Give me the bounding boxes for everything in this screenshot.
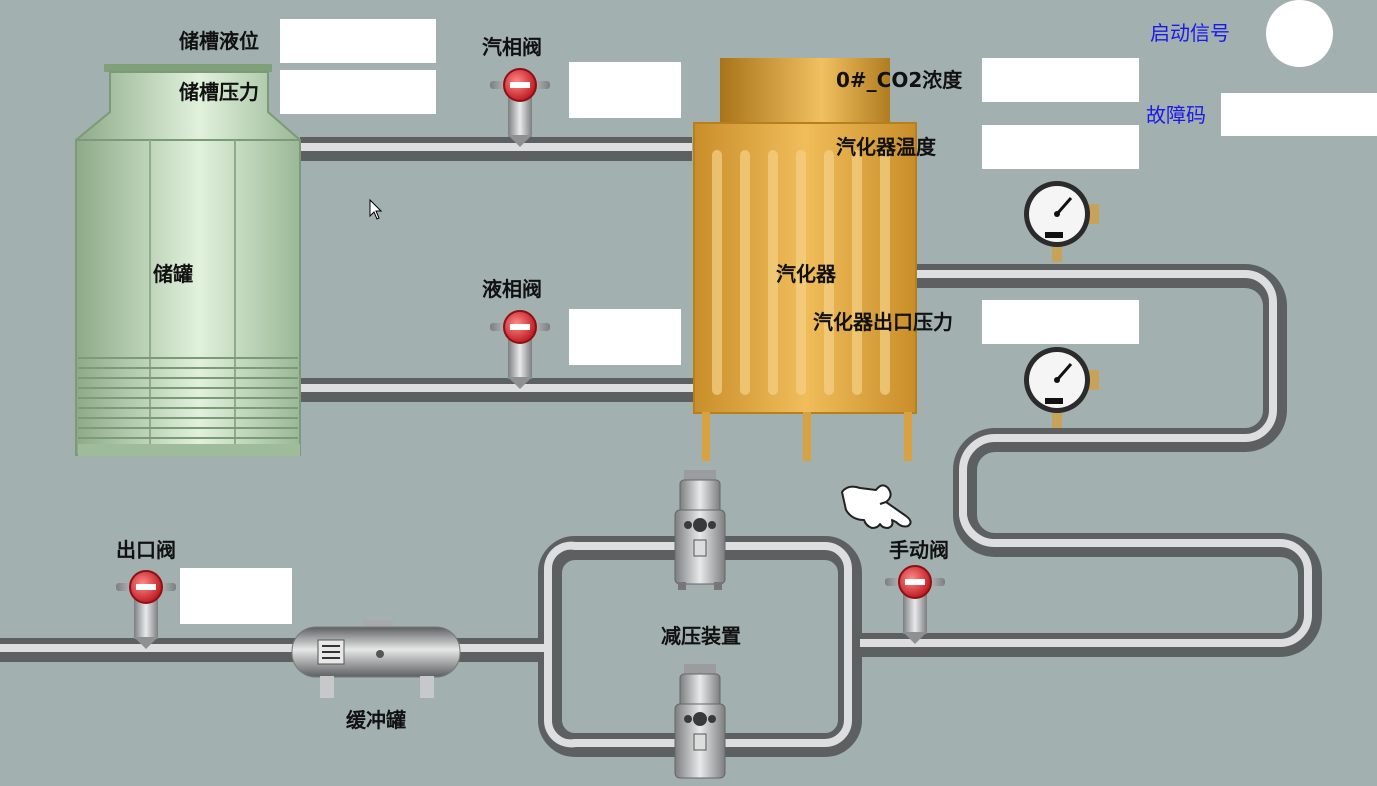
outlet-valve-label: 出口阀 <box>116 538 176 562</box>
outlet-valve[interactable] <box>116 570 176 649</box>
mouse-cursor-icon <box>369 198 383 220</box>
buffer-tank-label: 缓冲罐 <box>346 708 406 732</box>
liquid-valve-status-field <box>569 309 681 365</box>
fault-code-field <box>1221 93 1377 136</box>
pressure-gauge-icon <box>1024 347 1099 428</box>
pressure-reducer-top[interactable] <box>674 470 726 590</box>
vaporizer-temp-label: 汽化器温度 <box>836 135 936 159</box>
manual-valve[interactable] <box>885 565 945 644</box>
gas-valve-status-field <box>569 62 681 118</box>
liquid-valve[interactable] <box>490 310 550 389</box>
co2-concentration-label: 0#_CO2浓度 <box>836 68 963 92</box>
vaporizer-temp-field <box>982 125 1139 169</box>
pressure-reducer-label: 减压装置 <box>661 624 741 648</box>
fault-code-label: 故障码 <box>1146 103 1206 127</box>
gas-valve[interactable] <box>490 68 550 147</box>
tank-level-field <box>280 19 436 63</box>
co2-concentration-field <box>982 58 1139 102</box>
tank-pressure-label: 储槽压力 <box>179 80 259 104</box>
liquid-valve-label: 液相阀 <box>482 277 542 301</box>
gas-valve-label: 汽相阀 <box>482 35 542 59</box>
vaporizer[interactable] <box>693 58 917 461</box>
outlet-valve-status-field <box>180 568 292 624</box>
vaporizer-outlet-pressure-label: 汽化器出口压力 <box>813 310 953 334</box>
pressure-reducer-bottom[interactable] <box>674 664 726 779</box>
hand-pointer-icon <box>841 484 912 529</box>
tank-pressure-field <box>280 70 436 114</box>
start-signal-indicator <box>1266 0 1333 67</box>
storage-tank[interactable] <box>75 64 301 456</box>
vaporizer-label: 汽化器 <box>776 262 836 286</box>
start-signal-label: 启动信号 <box>1150 21 1230 45</box>
manual-valve-label: 手动阀 <box>889 538 949 562</box>
storage-tank-label: 储罐 <box>153 262 193 286</box>
tank-level-label: 储槽液位 <box>179 29 259 53</box>
pressure-gauge-icon <box>1024 181 1099 262</box>
vaporizer-outlet-pressure-field <box>982 300 1139 344</box>
buffer-tank[interactable] <box>291 620 461 698</box>
